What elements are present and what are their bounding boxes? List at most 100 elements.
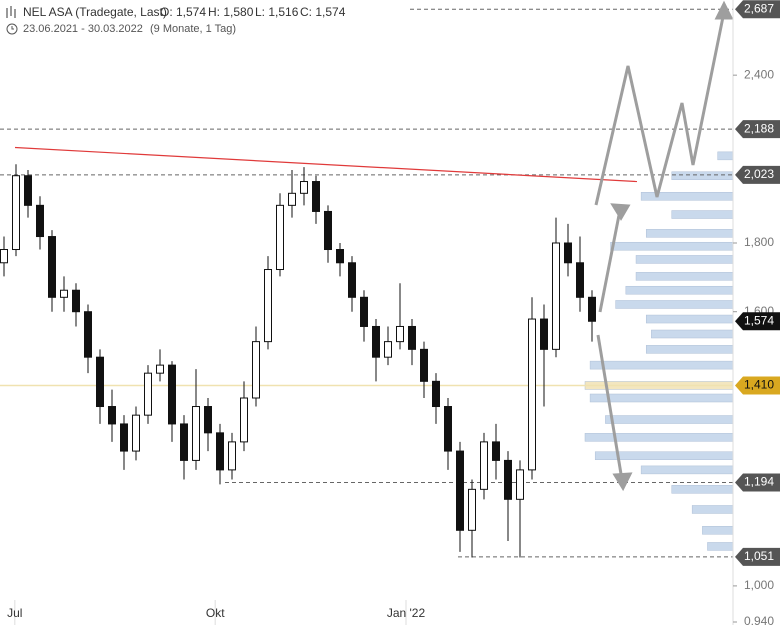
candle-body <box>468 488 476 531</box>
candle-body <box>348 262 356 298</box>
candle-body <box>192 406 200 461</box>
clock-icon <box>6 23 18 35</box>
volume-bar <box>645 229 734 238</box>
candle-body <box>564 242 572 264</box>
y-axis: 0,9401,0001,6001,8002,4002,6872,1882,023… <box>733 0 780 625</box>
candle-body <box>552 242 560 350</box>
candle-body <box>72 289 80 313</box>
candle-body <box>588 296 596 322</box>
volume-bar <box>584 433 734 442</box>
level-label: 1,574 <box>744 313 774 327</box>
forecast-path <box>596 334 624 481</box>
candle-body <box>312 181 320 212</box>
volume-bar <box>640 465 734 475</box>
candle-body <box>300 181 308 194</box>
x-tick-label: Okt <box>206 606 225 620</box>
volume-bar <box>671 210 734 219</box>
forecast-path <box>598 209 622 313</box>
candle-body <box>456 450 464 531</box>
volume-bar <box>671 485 734 494</box>
candle-body <box>156 364 164 374</box>
forecast-path <box>594 11 726 206</box>
candle-body <box>276 204 284 271</box>
y-tick-label: 2,400 <box>744 67 774 81</box>
volume-bar <box>615 300 734 309</box>
level-label: 1,410 <box>744 378 774 392</box>
candle-body <box>168 364 176 425</box>
candle-body <box>240 397 248 443</box>
candle-body <box>324 210 332 251</box>
volume-bar <box>717 151 734 161</box>
candle-body <box>204 406 212 434</box>
candle-body <box>48 236 56 298</box>
volume-bar <box>594 451 734 460</box>
arrow-head <box>612 472 633 492</box>
quote-close: C: 1,574 <box>300 5 346 19</box>
level-tag <box>735 0 780 19</box>
level-label: 1,051 <box>744 549 774 563</box>
candle-body <box>216 432 224 471</box>
clock-hand <box>11 26 14 30</box>
candle-body <box>180 423 188 461</box>
candle-body <box>96 356 104 408</box>
candle-body <box>144 372 152 416</box>
level-label: 1,194 <box>744 475 774 489</box>
volume-bar <box>589 393 734 403</box>
level-label: 2,023 <box>744 167 774 181</box>
chart-title: NEL ASA (Tradegate, Last) <box>23 5 167 19</box>
volume-bar <box>651 329 734 339</box>
plot: Jul Okt Jan '22 <box>0 8 734 625</box>
candle-body <box>84 311 92 358</box>
candle-body <box>516 469 524 500</box>
volume-bar <box>671 171 734 180</box>
candle-body <box>108 406 116 425</box>
candle-body <box>132 414 140 452</box>
quote-high: H: 1,580 <box>208 5 254 19</box>
volume-bar <box>645 314 734 324</box>
candle-body <box>384 341 392 358</box>
candle-body <box>360 296 368 327</box>
x-tick-label: Jan '22 <box>387 606 426 620</box>
volume-bar <box>625 285 734 295</box>
forecast-arrows <box>594 0 734 492</box>
volume-bar <box>645 345 734 354</box>
level-tag <box>735 120 780 139</box>
candle-body <box>336 249 344 264</box>
volume-bar <box>589 360 734 370</box>
level-label: 2,687 <box>744 1 774 15</box>
candle-body <box>252 341 260 399</box>
date-range: 23.06.2021 - 30.03.2022 <box>23 23 143 35</box>
candle-body <box>492 441 500 461</box>
volume-bar <box>605 415 734 424</box>
volume-bar <box>635 255 734 264</box>
candle-body <box>120 423 128 452</box>
y-tick-label: 1,800 <box>744 235 774 249</box>
y-tick-label: 0,940 <box>744 614 774 625</box>
volume-bar <box>702 526 734 535</box>
volume-bar <box>707 542 734 551</box>
level-tag <box>735 473 780 492</box>
volume-bar <box>635 272 734 281</box>
candle-body <box>24 175 32 206</box>
candle-body <box>36 204 44 238</box>
candle-body <box>444 406 452 452</box>
candle-body <box>528 318 536 471</box>
quote-open: O: 1,574 <box>160 5 206 19</box>
candle-body <box>540 318 548 350</box>
period: (9 Monate, 1 Tag) <box>150 23 236 35</box>
level-tag <box>735 165 780 184</box>
candle-body <box>372 325 380 358</box>
volume-bar <box>610 241 734 251</box>
header: NEL ASA (Tradegate, Last) O: 1,574 H: 1,… <box>6 5 346 35</box>
trendline <box>14 146 638 183</box>
chart-icon <box>6 6 16 18</box>
candle-body <box>288 192 296 206</box>
arrow-head <box>610 203 631 221</box>
candle-body <box>0 249 8 264</box>
candle-body <box>228 441 236 471</box>
candle-body <box>12 175 20 251</box>
quote-low: L: 1,516 <box>255 5 299 19</box>
level-tag <box>735 547 780 566</box>
level-tag <box>735 376 780 395</box>
